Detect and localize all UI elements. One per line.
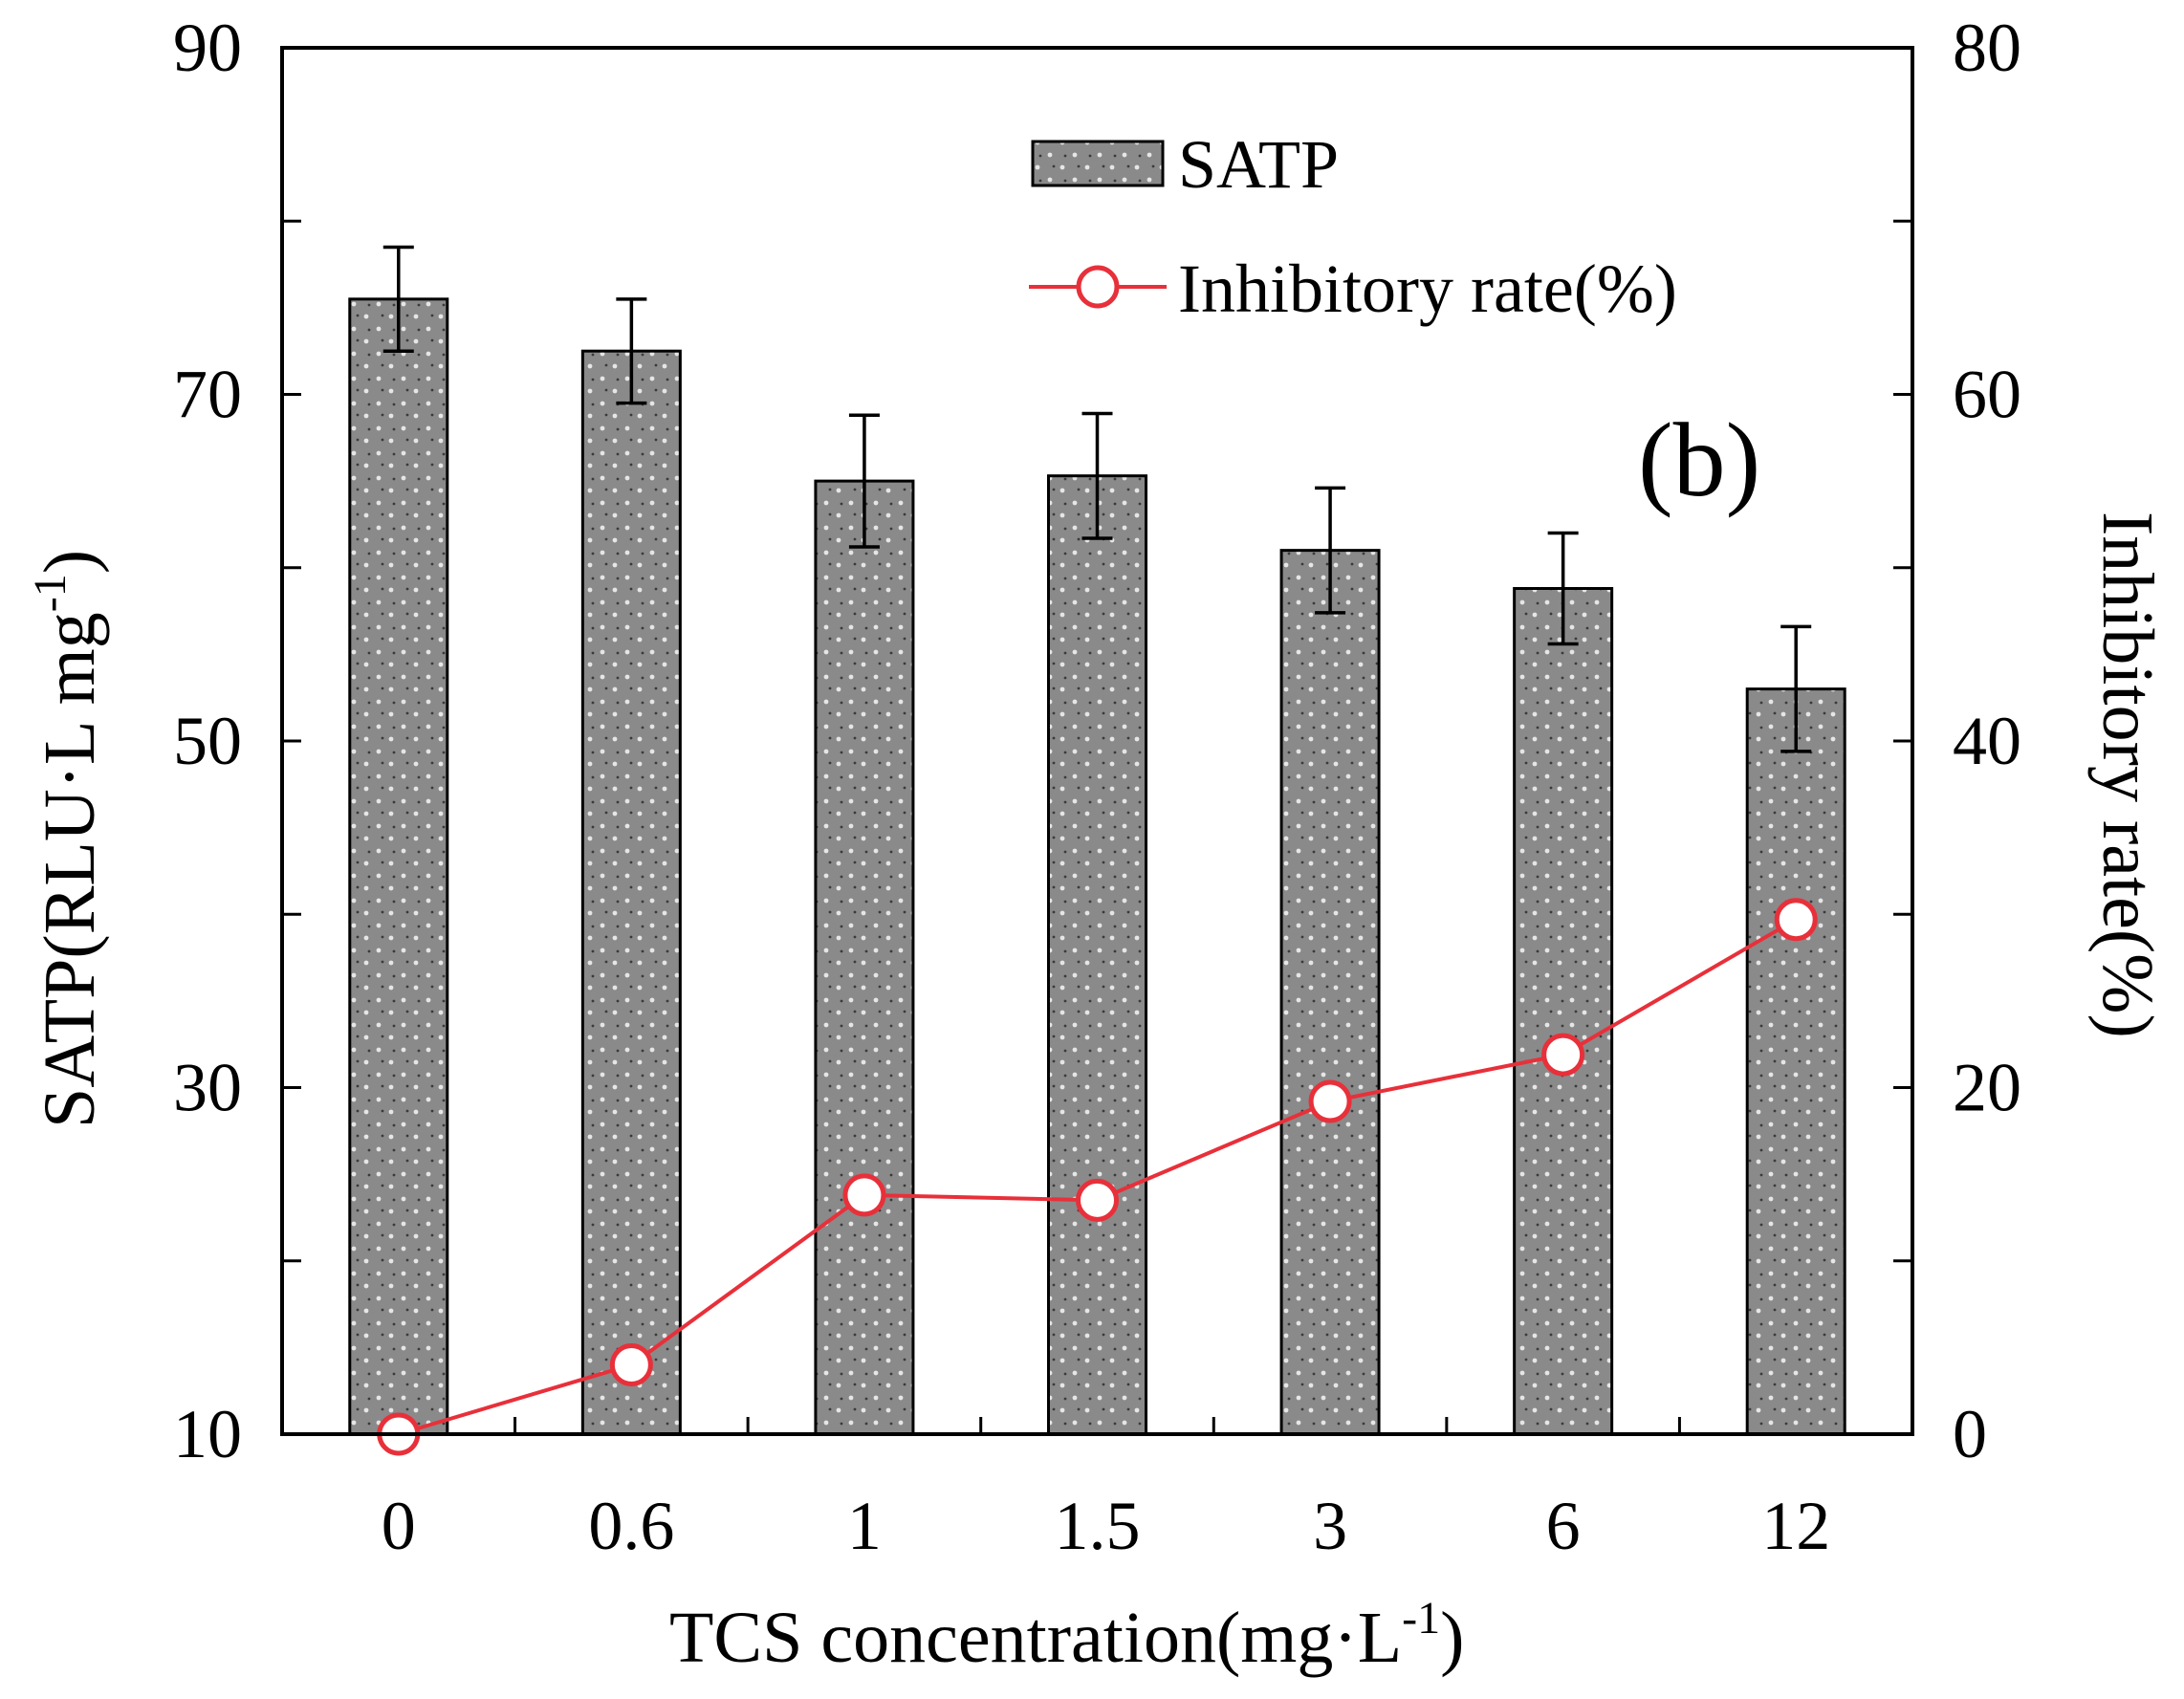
x-tick-label-0: 0 xyxy=(382,1488,416,1564)
y-left-axis-title: SATP(RLU·L mg-1) xyxy=(25,550,110,1128)
x-tick-label-6: 6 xyxy=(1546,1488,1581,1564)
x-tick-label-1.5: 1.5 xyxy=(1055,1488,1141,1564)
inhibitory-rate-point-1.5 xyxy=(1076,1178,1119,1222)
ticks-layer: 10 30 50 70 90 0 20 40 60 80 0 0.6 1 1.5 3 6 12 xyxy=(173,10,2021,1564)
satp-error-bar-0 xyxy=(382,245,414,353)
panel-label: (b) xyxy=(1638,402,1760,518)
x-axis-title: TCS concentration(mg·L-1) xyxy=(669,1593,1464,1678)
legend-rate-marker xyxy=(1076,265,1120,309)
satp-error-bar-3 xyxy=(1315,486,1346,615)
legend-satp-swatch xyxy=(1031,140,1165,187)
y-right-tick-label-60: 60 xyxy=(1953,357,2021,433)
x-tick-label-12: 12 xyxy=(1761,1488,1830,1564)
x-tick-label-3: 3 xyxy=(1313,1488,1347,1564)
inhibitory-rate-point-6 xyxy=(1541,1033,1585,1077)
satp-bar-6 xyxy=(1513,587,1614,1436)
legend-satp-label: SATP xyxy=(1178,126,1339,203)
satp-error-bar-1.5 xyxy=(1081,411,1113,540)
error-bars-layer xyxy=(382,245,1812,753)
x-axis-title-main: TCS concentration(mg·L xyxy=(669,1598,1402,1678)
inhibitory-rate-point-3 xyxy=(1308,1079,1352,1123)
satp-bar-1 xyxy=(814,479,915,1436)
bars-layer xyxy=(348,297,1846,1436)
x-axis-title-end: ) xyxy=(1440,1598,1464,1678)
legend: SATP Inhibitory rate(%) xyxy=(1029,126,1677,327)
y-left-tick-label-90: 90 xyxy=(173,10,242,86)
y-right-tick-label-20: 20 xyxy=(1953,1050,2021,1126)
satp-error-bar-0.6 xyxy=(616,297,647,405)
satp-error-bar-12 xyxy=(1780,624,1812,753)
y-right-axis-title: Inhibitory rate(%) xyxy=(2087,512,2168,1038)
inhibitory-rate-point-12 xyxy=(1774,898,1818,942)
y-right-tick-label-0: 0 xyxy=(1953,1396,1987,1472)
y-left-tick-label-30: 30 xyxy=(173,1050,242,1126)
satp-error-bar-6 xyxy=(1547,531,1579,646)
x-axis-title-sup: -1 xyxy=(1402,1593,1440,1644)
y-left-tick-label-10: 10 xyxy=(173,1396,242,1472)
x-tick-label-1: 1 xyxy=(847,1488,882,1564)
satp-bar-12 xyxy=(1745,687,1846,1436)
satp-bar-0 xyxy=(348,297,449,1436)
legend-rate-label: Inhibitory rate(%) xyxy=(1178,250,1677,327)
inhibitory-rate-point-1 xyxy=(842,1173,886,1217)
satp-bar-0.6 xyxy=(580,349,682,1436)
y-left-axis-title-end: ) xyxy=(30,550,110,574)
x-tick-label-0.6: 0.6 xyxy=(588,1488,674,1564)
y-right-tick-label-80: 80 xyxy=(1953,10,2021,86)
y-left-axis-title-sup: -1 xyxy=(25,574,76,612)
rate-line-layer xyxy=(377,898,1818,1456)
inhibitory-rate-point-0.6 xyxy=(609,1343,653,1386)
y-left-axis-title-main: SATP(RLU·L mg xyxy=(30,612,110,1128)
y-left-tick-label-50: 50 xyxy=(173,703,242,779)
y-left-tick-label-70: 70 xyxy=(173,357,242,433)
satp-bar-3 xyxy=(1279,549,1381,1436)
satp-bar-1.5 xyxy=(1047,474,1147,1436)
y-right-tick-label-40: 40 xyxy=(1953,703,2021,779)
satp-error-bar-1 xyxy=(848,413,880,549)
